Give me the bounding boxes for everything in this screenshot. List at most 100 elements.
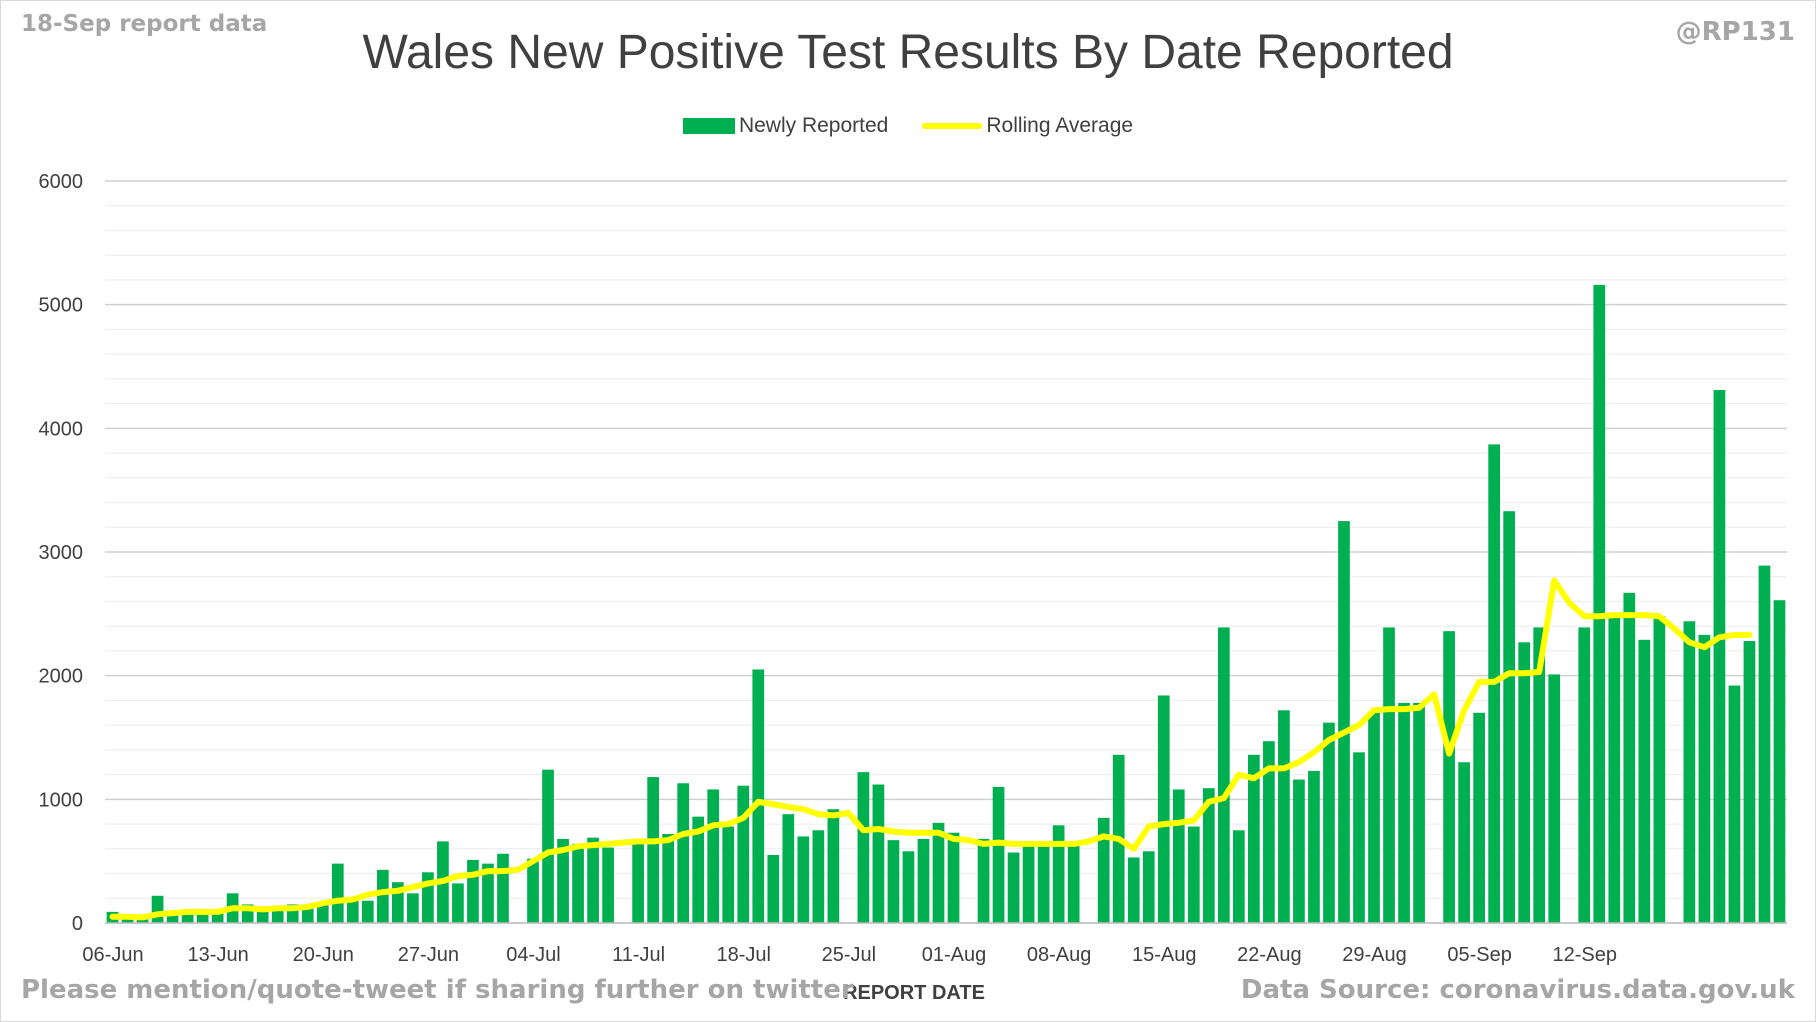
bar-newly-reported [256,908,269,923]
bar-newly-reported [1503,511,1516,923]
bar-newly-reported [241,904,254,923]
bar-newly-reported [452,883,464,923]
y-tick-label: 5000 [39,295,84,317]
bar-newly-reported [1052,825,1065,923]
bar-newly-reported [1473,712,1485,923]
bar-newly-reported [1007,852,1020,923]
bar-newly-reported [557,838,569,923]
bar-newly-reported [1773,600,1786,923]
y-tick-label: 0 [72,913,83,935]
bar-newly-reported [1518,642,1531,923]
bar-newly-reported [782,814,795,923]
legend-label-rolling-average: Rolling Average [986,114,1134,137]
bar-newly-reported [1338,521,1350,923]
bar-newly-reported [602,847,614,923]
bar-newly-reported [1608,613,1621,923]
legend-item-newly-reported: Newly Reported [682,114,889,138]
bar-newly-reported [647,777,660,923]
bar-newly-reported [331,863,344,923]
bar-newly-reported [542,769,554,923]
bar-newly-reported [211,911,224,923]
bar-newly-reported [752,669,765,923]
x-tick-label: 11-Jul [612,944,665,966]
bar-newly-reported [1593,284,1606,923]
bar-newly-reported [1157,695,1170,923]
bar-newly-reported [376,869,389,923]
data-source: Data Source: coronavirus.data.gov.uk [1240,975,1795,1005]
bar-newly-reported [1308,770,1320,923]
bar-newly-reported [677,783,690,923]
bar-newly-reported [1533,627,1546,923]
bar-newly-reported [527,858,539,923]
y-axis-ticks: 0 1000 2000 3000 4000 5000 6000 [39,171,84,935]
bar-newly-reported [992,786,1005,923]
bar-newly-reported [346,899,359,923]
bar-newly-reported [932,822,945,923]
x-tick-label: 18-Jul [717,944,771,966]
bar-newly-reported [1383,627,1395,923]
bar-newly-reported [917,838,930,923]
bar-newly-reported [1037,843,1050,923]
bar-newly-reported [1698,634,1711,923]
x-tick-label: 20-Jun [293,944,354,966]
x-tick-label: 04-Jul [506,944,560,966]
bar-newly-reported [1067,842,1080,923]
bar-newly-reported [497,853,509,923]
y-tick-label: 4000 [39,418,84,440]
legend-swatch-line [922,123,983,129]
bar-newly-reported [707,789,720,923]
bar-newly-reported [1232,830,1245,923]
bar-newly-reported [1623,592,1636,923]
x-tick-label: 29-Aug [1342,944,1407,966]
bar-newly-reported [286,904,299,923]
bar-newly-reported [947,832,960,923]
bar-newly-reported [872,784,885,923]
bar-newly-reported [1443,631,1455,923]
y-tick-label: 1000 [39,789,84,811]
legend-swatch-bar [682,118,735,134]
y-tick-label: 3000 [39,542,84,564]
bar-newly-reported [1127,857,1140,923]
bar-newly-reported [662,833,675,923]
legend-label-newly-reported: Newly Reported [738,114,889,137]
bar-newly-reported [1413,702,1425,923]
bar-newly-reported [827,809,840,923]
bar-newly-reported [1097,817,1110,923]
x-tick-label: 22-Aug [1237,944,1302,966]
bars-newly-reported [106,284,1786,923]
y-tick-label: 2000 [39,666,84,688]
x-tick-label: 27-Jun [398,944,459,966]
bar-newly-reported [1713,389,1726,923]
bar-newly-reported [181,910,194,923]
x-tick-label: 13-Jun [188,944,249,966]
bar-newly-reported [767,854,780,923]
bar-newly-reported [1638,639,1651,923]
bar-newly-reported [1353,752,1365,923]
bar-newly-reported [361,900,374,923]
bar-newly-reported [1728,685,1741,923]
bar-newly-reported [797,836,810,923]
author-handle: @RP131 [1675,17,1795,47]
legend-item-rolling-average: Rolling Average [922,114,1133,138]
bar-newly-reported [1458,762,1470,923]
bar-newly-reported [422,872,434,923]
bar-newly-reported [1248,754,1260,923]
bar-newly-reported [1548,674,1561,923]
x-tick-label: 08-Aug [1027,944,1092,966]
bar-newly-reported [587,837,599,923]
chart-title: Wales New Positive Test Results By Date … [362,26,1454,79]
bar-newly-reported [1743,641,1756,923]
bar-newly-reported [1398,702,1410,923]
x-tick-label: 15-Aug [1132,944,1197,966]
bar-newly-reported [407,893,419,923]
bar-newly-reported [1022,846,1035,923]
bar-newly-reported [1323,722,1335,923]
bar-newly-reported [737,785,750,923]
bar-newly-reported [1217,627,1230,923]
bar-newly-reported [1172,789,1185,923]
bar-newly-reported [572,843,584,923]
x-tick-label: 12-Sep [1553,944,1618,966]
x-axis-label: REPORT DATE [843,982,985,1004]
bar-newly-reported [1263,741,1275,923]
